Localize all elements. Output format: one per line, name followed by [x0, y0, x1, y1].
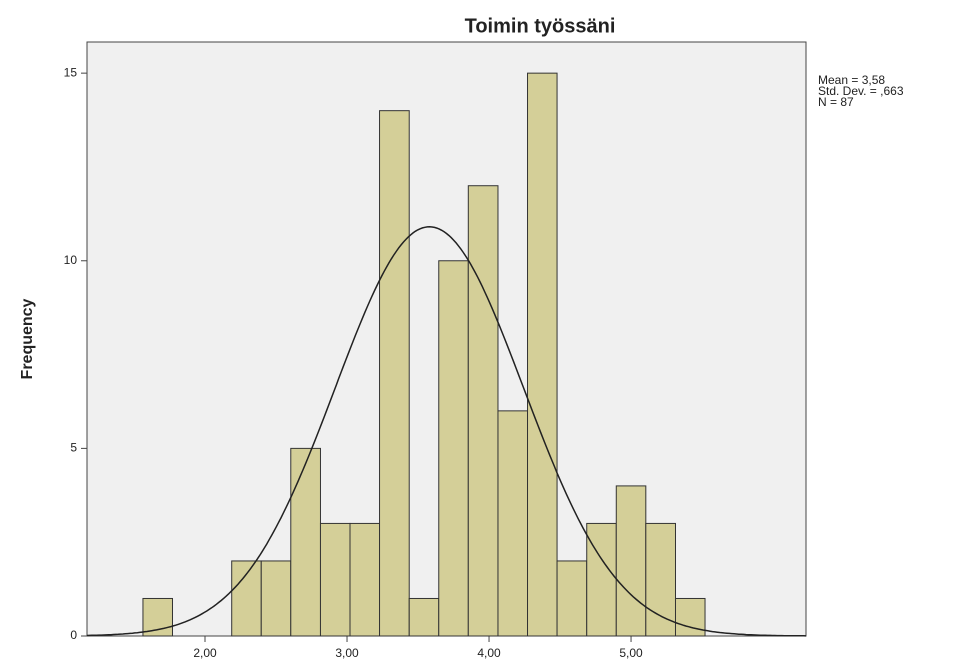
bar: [645, 522, 676, 637]
chart-title: Toimin työssäni: [465, 15, 616, 37]
bar: [586, 522, 617, 637]
bar: [349, 522, 381, 637]
x-tick-label: 5,00: [619, 646, 643, 660]
bar: [142, 597, 173, 637]
x-tick-label: 4,00: [477, 646, 501, 660]
bar: [527, 72, 558, 637]
bar: [319, 522, 351, 637]
x-tick-label: 2,00: [193, 646, 217, 660]
normal-curve: [86, 226, 807, 637]
x-tick-label: 3,00: [335, 646, 359, 660]
stat-label: N = 87: [818, 95, 854, 109]
stat-label: Std. Dev. = ,663: [818, 84, 904, 98]
y-tick-label: 15: [64, 65, 78, 79]
bar: [467, 185, 499, 637]
bar: [379, 110, 410, 637]
y-tick-label: 10: [64, 253, 78, 267]
bar: [231, 560, 262, 637]
y-axis-label: Frequency: [19, 298, 36, 379]
bar: [615, 485, 647, 637]
y-tick-label: 0: [70, 628, 77, 642]
bar: [438, 260, 469, 637]
y-tick-label: 5: [70, 441, 77, 455]
bar: [260, 560, 292, 637]
bar: [290, 447, 321, 637]
bar: [408, 597, 440, 637]
bar: [497, 410, 529, 637]
stat-label: Mean = 3,58: [818, 73, 885, 87]
bar: [674, 597, 706, 637]
bar: [556, 560, 588, 637]
